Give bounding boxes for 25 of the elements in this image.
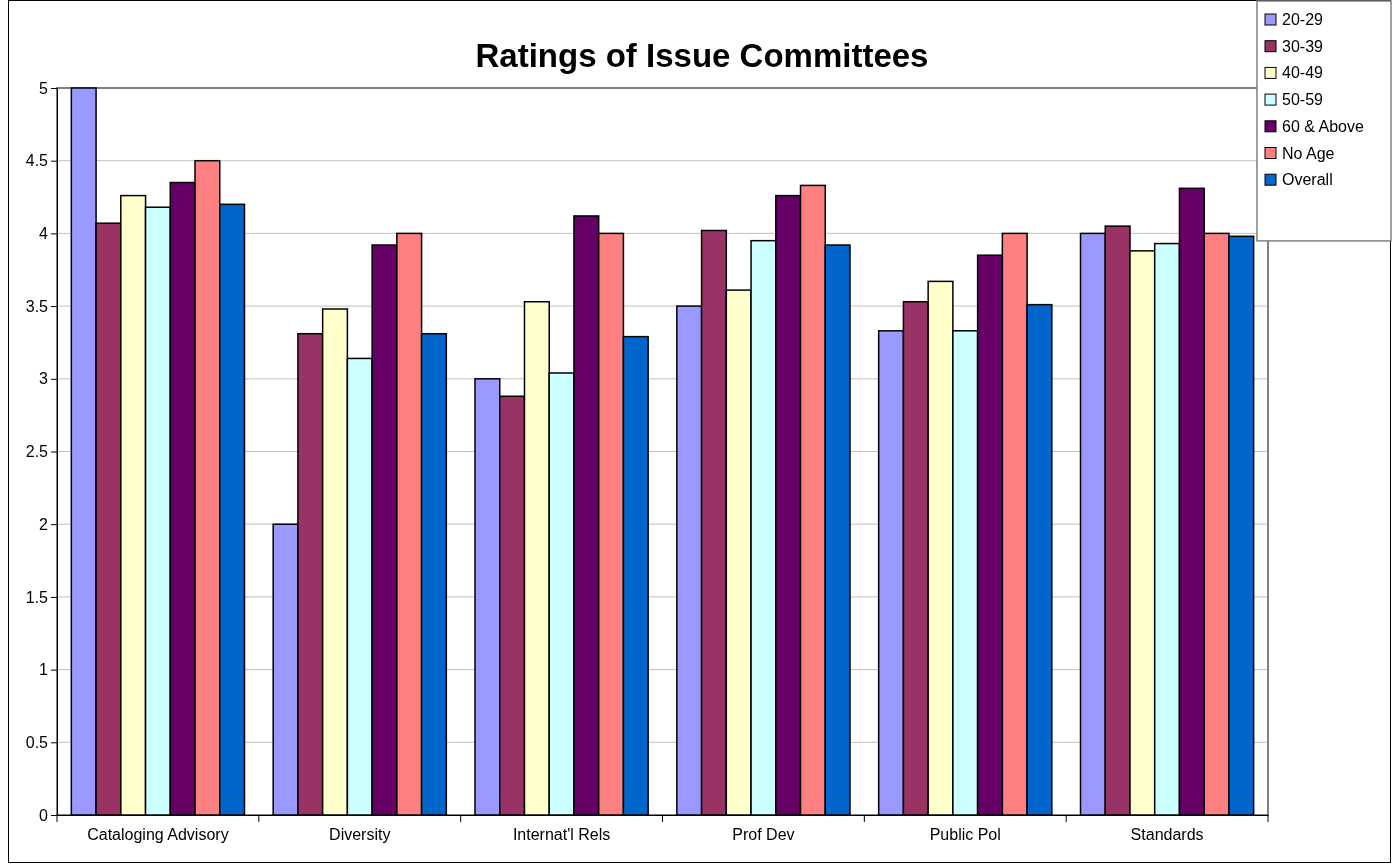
x-tick-label: Prof Dev: [732, 826, 795, 844]
x-tick-label: Public Pol: [929, 826, 1001, 844]
y-tick-label: 1: [39, 661, 49, 679]
x-tick-label: Cataloging Advisory: [87, 826, 229, 844]
y-tick-label: 4: [39, 225, 49, 243]
legend-label: No Age: [1282, 144, 1335, 162]
y-tick-label: 5: [39, 79, 49, 97]
x-tick-label: Internat'l Rels: [512, 826, 611, 844]
y-tick-label: 4.5: [25, 152, 49, 170]
legend-label: 20-29: [1282, 11, 1324, 28]
y-tick-label: 0: [39, 806, 49, 824]
legend-label: 50-59: [1282, 91, 1324, 109]
x-tick-label: Standards: [1130, 826, 1204, 844]
x-tick-label: Diversity: [329, 826, 391, 844]
y-tick-label: 0.5: [25, 733, 49, 751]
y-tick-label: 3: [39, 370, 49, 388]
chart-title: Ratings of Issue Committees: [475, 37, 929, 74]
legend-label: Overall: [1282, 171, 1333, 189]
legend-label: 40-49: [1282, 64, 1324, 82]
y-tick-label: 2: [39, 515, 49, 533]
legend-label: 30-39: [1282, 37, 1324, 55]
y-tick-label: 1.5: [25, 588, 49, 606]
legend-label: 60 & Above: [1282, 117, 1364, 135]
y-tick-label: 3.5: [25, 297, 49, 315]
y-tick-label: 2.5: [25, 443, 49, 461]
